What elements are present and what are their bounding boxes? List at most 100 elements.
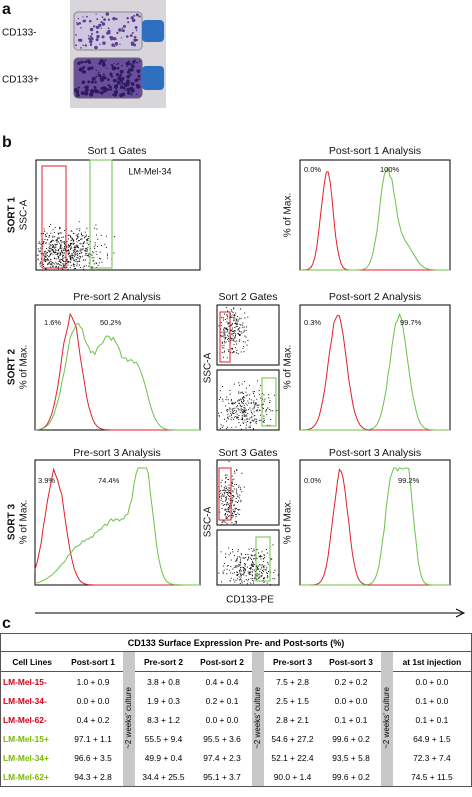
event-dot — [52, 265, 54, 267]
event-dot — [44, 242, 46, 244]
event-dot — [245, 409, 247, 411]
event-dot — [234, 407, 236, 409]
event-dot — [45, 235, 47, 237]
event-dot — [85, 235, 87, 237]
event-dot — [224, 328, 226, 330]
event-dot — [259, 570, 261, 572]
event-dot — [75, 246, 77, 248]
event-dot — [256, 409, 258, 411]
event-dot — [221, 523, 223, 525]
event-dot — [243, 411, 245, 413]
table-cell: 74.5 + 11.5 — [411, 771, 453, 782]
gate — [255, 536, 271, 582]
event-dot — [277, 574, 279, 576]
event-dot — [247, 580, 249, 582]
event-dot — [230, 317, 232, 319]
event-dot — [106, 255, 108, 257]
event-dot — [237, 556, 239, 558]
event-dot — [236, 571, 238, 573]
event-dot — [229, 499, 231, 501]
event-dot — [262, 420, 264, 422]
colony — [100, 77, 105, 82]
event-dot — [273, 572, 275, 574]
colony — [84, 44, 87, 47]
event-dot — [239, 567, 241, 569]
table-cell: 97.1 + 1.1 — [74, 733, 112, 744]
event-dot — [37, 259, 39, 261]
event-dot — [268, 394, 270, 396]
event-dot — [243, 567, 245, 569]
event-dot — [80, 252, 82, 254]
event-dot — [71, 254, 73, 256]
event-dot — [70, 240, 72, 242]
event-dot — [260, 555, 262, 557]
event-dot — [235, 490, 237, 492]
event-dot — [239, 564, 241, 566]
colony — [96, 18, 99, 21]
histogram — [34, 322, 200, 431]
event-dot — [227, 310, 229, 312]
table-cell: 0.2 + 0.1 — [205, 695, 239, 706]
event-dot — [250, 567, 252, 569]
event-dot — [44, 253, 46, 255]
event-dot — [224, 337, 226, 339]
row-label: CD133- — [2, 28, 36, 39]
axis-label: SSC-A — [19, 199, 30, 230]
event-dot — [77, 255, 79, 257]
event-dot — [76, 244, 78, 246]
event-dot — [220, 495, 222, 497]
event-dot — [220, 499, 222, 501]
event-dot — [79, 255, 81, 257]
table-cell: 0.0 + 0.0 — [334, 695, 368, 706]
event-dot — [222, 425, 224, 427]
event-dot — [238, 319, 240, 321]
event-dot — [226, 474, 228, 476]
event-dot — [218, 325, 220, 327]
event-dot — [263, 558, 265, 560]
colony — [96, 34, 100, 39]
event-dot — [222, 347, 224, 349]
event-dot — [87, 240, 89, 242]
event-dot — [266, 552, 268, 554]
event-dot — [264, 398, 266, 400]
colony — [133, 14, 136, 17]
colony — [87, 60, 92, 65]
event-dot — [238, 399, 240, 401]
colony — [111, 43, 115, 47]
event-dot — [269, 408, 271, 410]
event-dot — [64, 264, 66, 266]
colony — [115, 79, 118, 82]
event-dot — [231, 427, 233, 429]
event-dot — [256, 549, 258, 551]
event-dot — [59, 228, 61, 230]
event-dot — [42, 245, 44, 247]
event-dot — [251, 412, 253, 414]
colony — [84, 60, 88, 64]
event-dot — [83, 241, 85, 243]
event-dot — [252, 402, 254, 404]
event-dot — [48, 262, 50, 264]
event-dot — [244, 415, 246, 417]
event-dot — [269, 400, 271, 402]
event-dot — [243, 415, 245, 417]
event-dot — [74, 250, 76, 252]
event-dot — [231, 514, 233, 516]
event-dot — [51, 253, 53, 255]
event-dot — [230, 399, 232, 401]
event-dot — [226, 502, 228, 504]
column-header: Post-sort 1 — [63, 651, 123, 672]
event-dot — [68, 245, 70, 247]
event-dot — [259, 576, 261, 578]
event-dot — [59, 260, 61, 262]
event-dot — [96, 245, 98, 247]
event-dot — [271, 558, 273, 560]
event-dot — [95, 234, 97, 236]
colony — [77, 17, 80, 20]
event-dot — [237, 416, 239, 418]
event-dot — [59, 240, 61, 242]
event-dot — [54, 249, 56, 251]
table-cell: 64.9 + 1.5 — [413, 733, 451, 744]
event-dot — [241, 580, 243, 582]
event-dot — [227, 508, 229, 510]
